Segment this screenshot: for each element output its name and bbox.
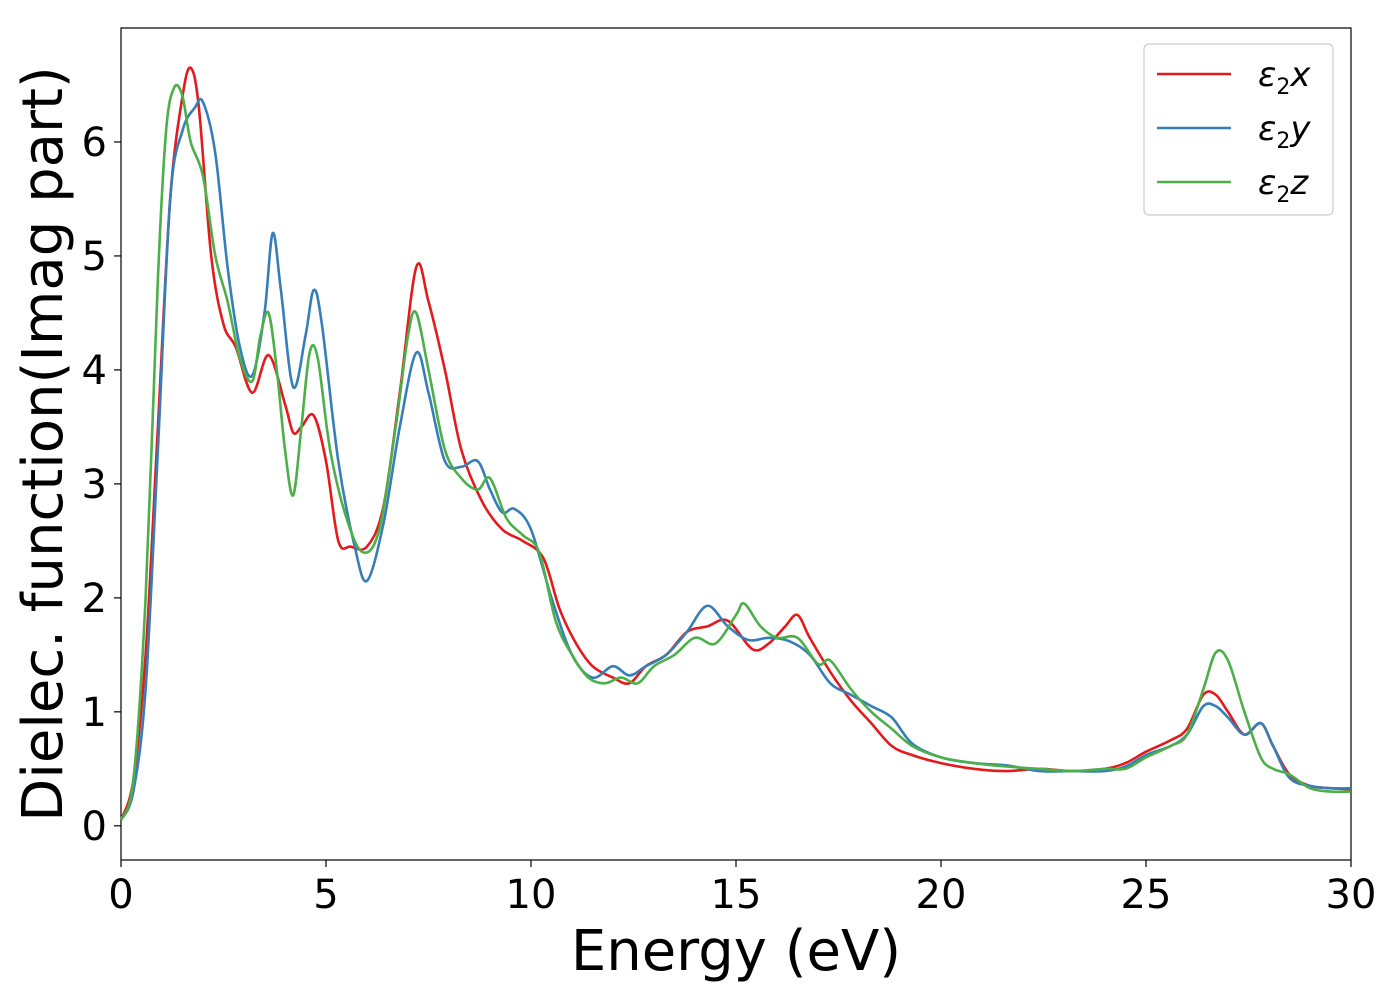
series-line-x <box>119 66 1352 821</box>
legend: ε2x ε2y ε2z <box>1143 43 1334 216</box>
y-tick-label: 0 <box>82 804 107 850</box>
y-tick-label: 5 <box>82 234 107 280</box>
y-tick-label: 1 <box>82 690 107 736</box>
x-tick-label: 15 <box>711 872 762 918</box>
x-ticks: 0 5 10 15 20 25 30 <box>108 860 1376 918</box>
x-tick-label: 30 <box>1326 872 1377 918</box>
y-tick-label: 6 <box>82 120 107 166</box>
y-tick-label: 2 <box>82 576 107 622</box>
legend-label-y: ε2y <box>1258 109 1311 154</box>
series-lines <box>119 66 1352 821</box>
legend-label-x: ε2x <box>1258 55 1311 100</box>
x-tick-label: 20 <box>916 872 967 918</box>
y-ticks: 0 1 2 3 4 5 6 <box>82 120 121 850</box>
series-line-y <box>119 97 1352 821</box>
legend-label-z: ε2z <box>1258 163 1309 208</box>
y-tick-label: 4 <box>82 348 107 394</box>
legend-box <box>1143 43 1334 216</box>
x-tick-label: 25 <box>1121 872 1172 918</box>
x-tick-label: 0 <box>108 872 133 918</box>
x-tick-label: 5 <box>313 872 338 918</box>
y-axis-label: Dielec. function(Imag part) <box>11 66 76 822</box>
x-tick-label: 10 <box>506 872 557 918</box>
x-axis-label: Energy (eV) <box>571 919 901 984</box>
y-tick-label: 3 <box>82 462 107 508</box>
series-line-z <box>119 83 1352 821</box>
